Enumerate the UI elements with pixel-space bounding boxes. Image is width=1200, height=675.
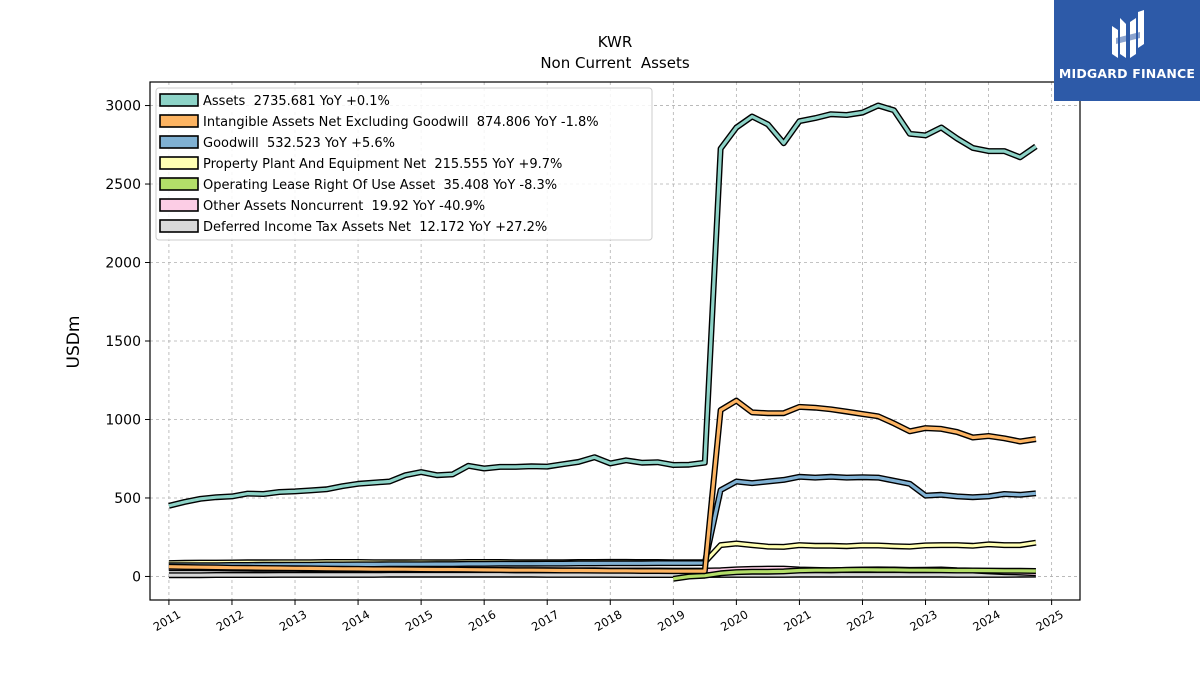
- brand-logo: MIDGARD FINANCE: [1054, 0, 1200, 101]
- y-tick-label: 2500: [105, 177, 141, 193]
- series-line-0: [168, 102, 1038, 509]
- legend-swatch: [159, 177, 199, 191]
- chart-title: KWR: [598, 33, 633, 51]
- y-tick-label: 3000: [105, 99, 141, 115]
- legend-swatch: [159, 114, 199, 128]
- x-tick-label: 2012: [214, 607, 246, 634]
- legend-entry: Assets 2735.681 YoY +0.1%: [159, 93, 390, 109]
- series-path: [168, 103, 1037, 508]
- y-tick-label: 500: [114, 491, 141, 507]
- legend-swatch: [159, 93, 199, 107]
- x-tick-label: 2022: [844, 607, 876, 634]
- x-tick-label: 2015: [403, 607, 435, 634]
- y-tick-label: 1500: [105, 334, 141, 350]
- legend-entry: Property Plant And Equipment Net 215.555…: [159, 156, 562, 172]
- legend-entry: Operating Lease Right Of Use Asset 35.40…: [159, 177, 557, 193]
- legend-box: [155, 87, 653, 241]
- legend-label: Goodwill 532.523 YoY +5.6%: [203, 136, 395, 151]
- legend: Assets 2735.681 YoY +0.1% Intangible Asse…: [155, 87, 653, 241]
- x-tick-label: 2016: [466, 607, 498, 634]
- y-tick-label: 0: [132, 569, 141, 585]
- series-layer: [168, 102, 1038, 582]
- x-tick-label: 2014: [340, 607, 372, 634]
- x-tick-label: 2023: [907, 607, 939, 634]
- x-tick-label: 2019: [655, 607, 687, 634]
- legend-label: Other Assets Noncurrent 19.92 YoY -40.9%: [203, 199, 485, 214]
- x-tick-label: 2024: [970, 607, 1002, 634]
- legend-entry: Goodwill 532.523 YoY +5.6%: [159, 135, 395, 151]
- x-tick-label: 2018: [592, 607, 624, 634]
- series-line-3: [168, 539, 1037, 567]
- series-path: [168, 475, 1037, 567]
- brand-name: MIDGARD FINANCE: [1058, 66, 1196, 81]
- y-tick-label: 2000: [105, 256, 141, 272]
- series-path: [673, 568, 1036, 581]
- legend-label: Operating Lease Right Of Use Asset 35.40…: [203, 178, 557, 193]
- series-line-1: [168, 397, 1037, 575]
- y-axis-label: USDm: [64, 316, 84, 369]
- series-line-4: [672, 566, 1036, 582]
- x-tick-label: 2025: [1033, 607, 1065, 634]
- legend-swatch: [159, 198, 199, 212]
- legend-entry: Intangible Assets Net Excluding Goodwill…: [159, 114, 599, 130]
- legend-swatch: [159, 135, 199, 149]
- series-line-6: [168, 571, 1036, 579]
- series-line-2: [168, 473, 1037, 569]
- chart-subtitle: Non Current Assets: [540, 54, 690, 72]
- legend-entry: Other Assets Noncurrent 19.92 YoY -40.9%: [159, 198, 485, 214]
- legend-swatch: [159, 219, 199, 233]
- midgard-logo-icon: [1112, 10, 1144, 58]
- x-tick-label: 2013: [277, 607, 309, 634]
- legend-label: Property Plant And Equipment Net 215.555…: [203, 157, 562, 172]
- x-tick-label: 2011: [151, 607, 183, 634]
- legend-label: Deferred Income Tax Assets Net 12.172 Yo…: [203, 220, 547, 235]
- x-tick-label: 2021: [781, 607, 813, 634]
- series-path: [168, 573, 1036, 577]
- legend-entry: Deferred Income Tax Assets Net 12.172 Yo…: [159, 219, 547, 235]
- x-tick-label: 2020: [718, 607, 750, 634]
- y-tick-label: 1000: [105, 412, 141, 428]
- legend-label: Assets 2735.681 YoY +0.1%: [203, 94, 390, 109]
- x-tick-label: 2017: [529, 607, 561, 634]
- legend-label: Intangible Assets Net Excluding Goodwill…: [203, 115, 599, 130]
- legend-swatch: [159, 156, 199, 170]
- series-path: [168, 399, 1037, 573]
